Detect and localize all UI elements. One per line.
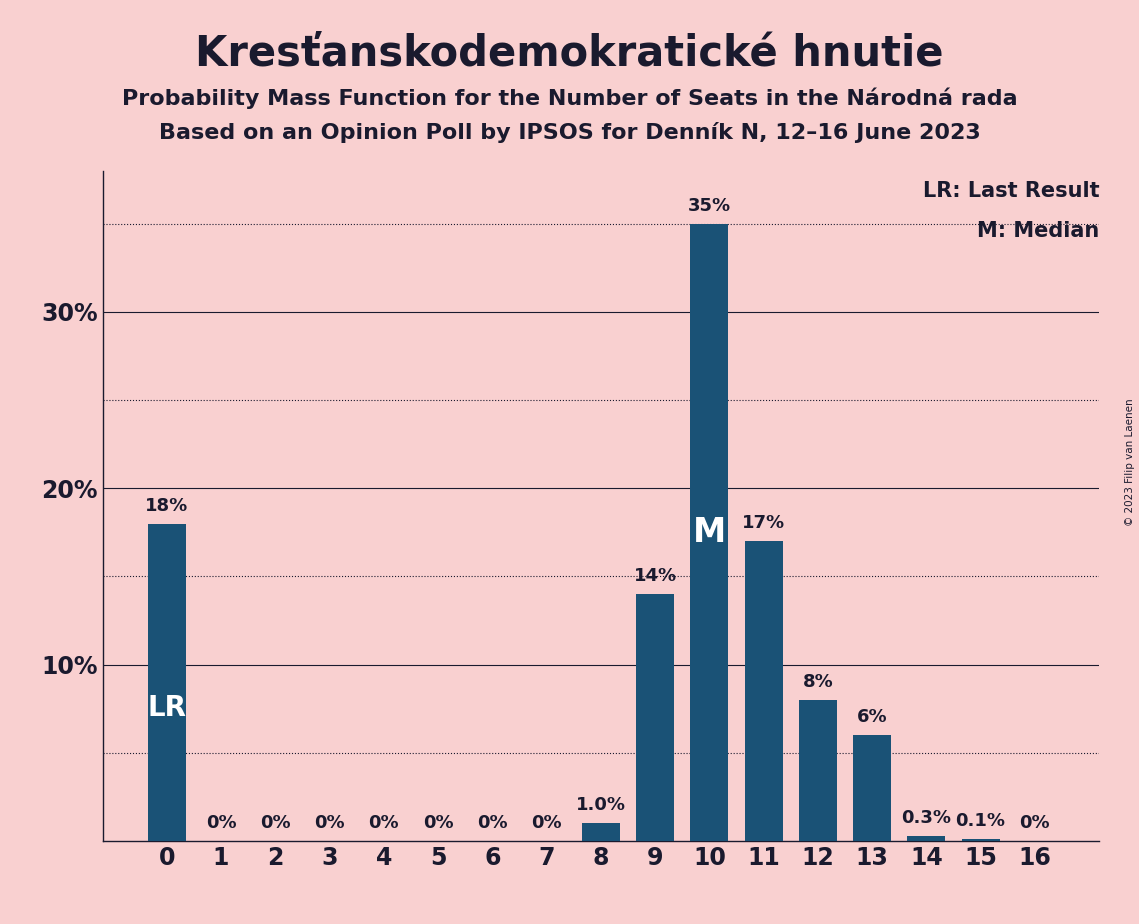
Text: 14%: 14%: [633, 567, 677, 585]
Text: M: M: [693, 516, 726, 549]
Text: LR: LR: [147, 694, 187, 722]
Text: 0%: 0%: [423, 814, 453, 832]
Text: 0%: 0%: [314, 814, 345, 832]
Text: 0%: 0%: [206, 814, 237, 832]
Text: 35%: 35%: [688, 197, 731, 215]
Text: Based on an Opinion Poll by IPSOS for Denník N, 12–16 June 2023: Based on an Opinion Poll by IPSOS for De…: [158, 122, 981, 143]
Text: 0%: 0%: [477, 814, 508, 832]
Text: 0%: 0%: [1019, 814, 1050, 832]
Bar: [798, 699, 837, 841]
Text: 0.1%: 0.1%: [956, 812, 1006, 831]
Text: 0%: 0%: [369, 814, 399, 832]
Bar: [582, 823, 620, 841]
Text: 0%: 0%: [531, 814, 562, 832]
Text: Probability Mass Function for the Number of Seats in the Národná rada: Probability Mass Function for the Number…: [122, 88, 1017, 109]
Text: LR: Last Result: LR: Last Result: [923, 181, 1099, 201]
Bar: [636, 594, 674, 841]
Text: 0.3%: 0.3%: [901, 808, 951, 827]
Text: 1.0%: 1.0%: [576, 796, 625, 814]
Bar: [961, 839, 1000, 841]
Text: © 2023 Filip van Laenen: © 2023 Filip van Laenen: [1125, 398, 1134, 526]
Bar: [745, 541, 782, 841]
Bar: [148, 524, 186, 841]
Text: Kresťanskodemokratické hnutie: Kresťanskodemokratické hnutie: [195, 32, 944, 74]
Bar: [690, 224, 728, 841]
Text: 17%: 17%: [741, 515, 785, 532]
Text: 0%: 0%: [260, 814, 290, 832]
Text: 6%: 6%: [857, 709, 887, 726]
Text: 18%: 18%: [145, 497, 188, 515]
Text: 8%: 8%: [803, 673, 834, 691]
Bar: [908, 835, 945, 841]
Text: M: Median: M: Median: [977, 221, 1099, 241]
Bar: [853, 736, 891, 841]
